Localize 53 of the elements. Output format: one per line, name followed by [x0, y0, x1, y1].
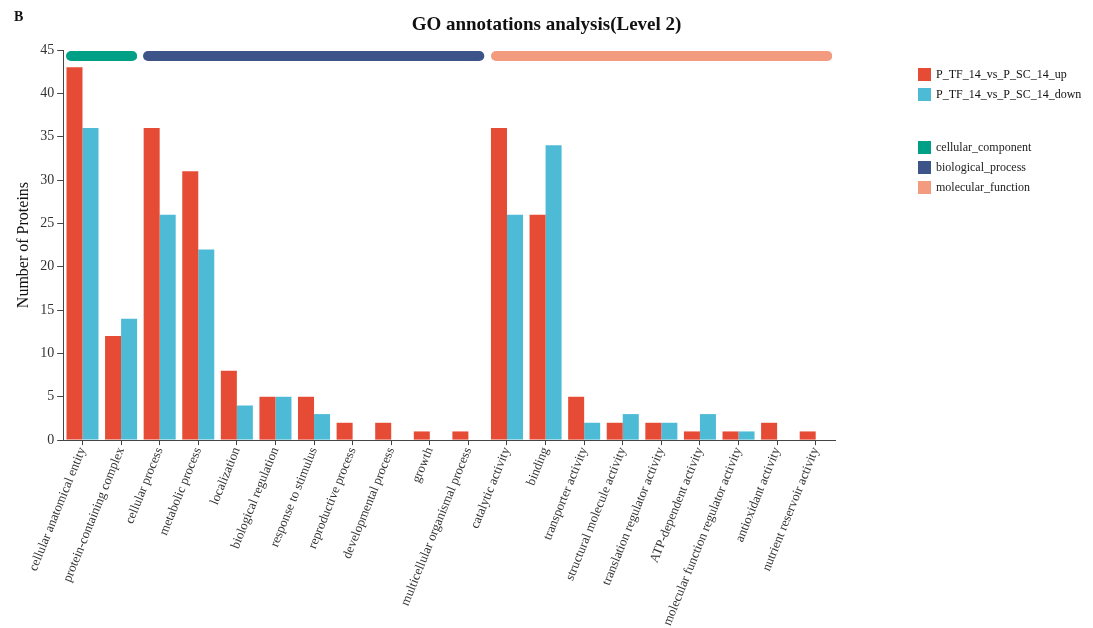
- bar: [298, 396, 315, 440]
- text: B: [14, 8, 24, 24]
- bar: [699, 414, 716, 440]
- text: molecular_function: [936, 179, 1030, 195]
- bar: [105, 336, 122, 440]
- bar: [661, 422, 678, 440]
- bar: [182, 171, 199, 440]
- bar: [82, 128, 99, 440]
- bar: [236, 405, 253, 440]
- chart-title: GO annotations analysis(Level 2): [411, 12, 682, 35]
- bar: [584, 422, 601, 440]
- bar: [336, 422, 353, 440]
- bar: [568, 396, 585, 440]
- bar: [275, 396, 292, 440]
- legend-label: P_TF_14_vs_P_SC_14_down: [936, 86, 1082, 102]
- y-tick-label: 0: [47, 431, 55, 447]
- y-tick-label: 40: [40, 85, 55, 101]
- bar: [529, 214, 546, 440]
- bar: [545, 145, 562, 440]
- legend-label: P_TF_14_vs_P_SC_14_up: [936, 66, 1067, 82]
- bar: [683, 431, 700, 440]
- bar: [159, 214, 176, 440]
- bar: [606, 422, 623, 440]
- bar: [722, 431, 739, 440]
- y-tick-label: 35: [40, 128, 55, 144]
- y-tick-label: 45: [40, 41, 55, 57]
- bar: [375, 422, 392, 440]
- y-tick-label: 5: [47, 388, 55, 404]
- text: biological_process: [936, 159, 1026, 175]
- bar: [799, 431, 816, 440]
- bar: [121, 318, 138, 440]
- y-tick-label: 20: [40, 258, 55, 274]
- bar: [413, 431, 430, 440]
- y-tick-label: 15: [40, 301, 55, 317]
- bar: [645, 422, 662, 440]
- bar: [761, 422, 778, 440]
- bar: [220, 370, 237, 440]
- y-tick-label: 25: [40, 215, 55, 231]
- bar: [314, 414, 331, 440]
- bar: [452, 431, 469, 440]
- bar: [66, 67, 83, 440]
- bar: [259, 396, 276, 440]
- y-tick-label: 30: [40, 171, 55, 187]
- bar: [143, 128, 160, 440]
- y-axis-title: Number of Proteins: [13, 181, 31, 309]
- x-tick-label: growth: [408, 444, 436, 485]
- text: cellular_component: [936, 139, 1032, 155]
- bar: [622, 414, 639, 440]
- bar: [198, 249, 215, 440]
- y-tick-label: 10: [40, 345, 55, 361]
- bar: [738, 431, 755, 440]
- bar: [506, 214, 523, 440]
- bar: [490, 128, 507, 440]
